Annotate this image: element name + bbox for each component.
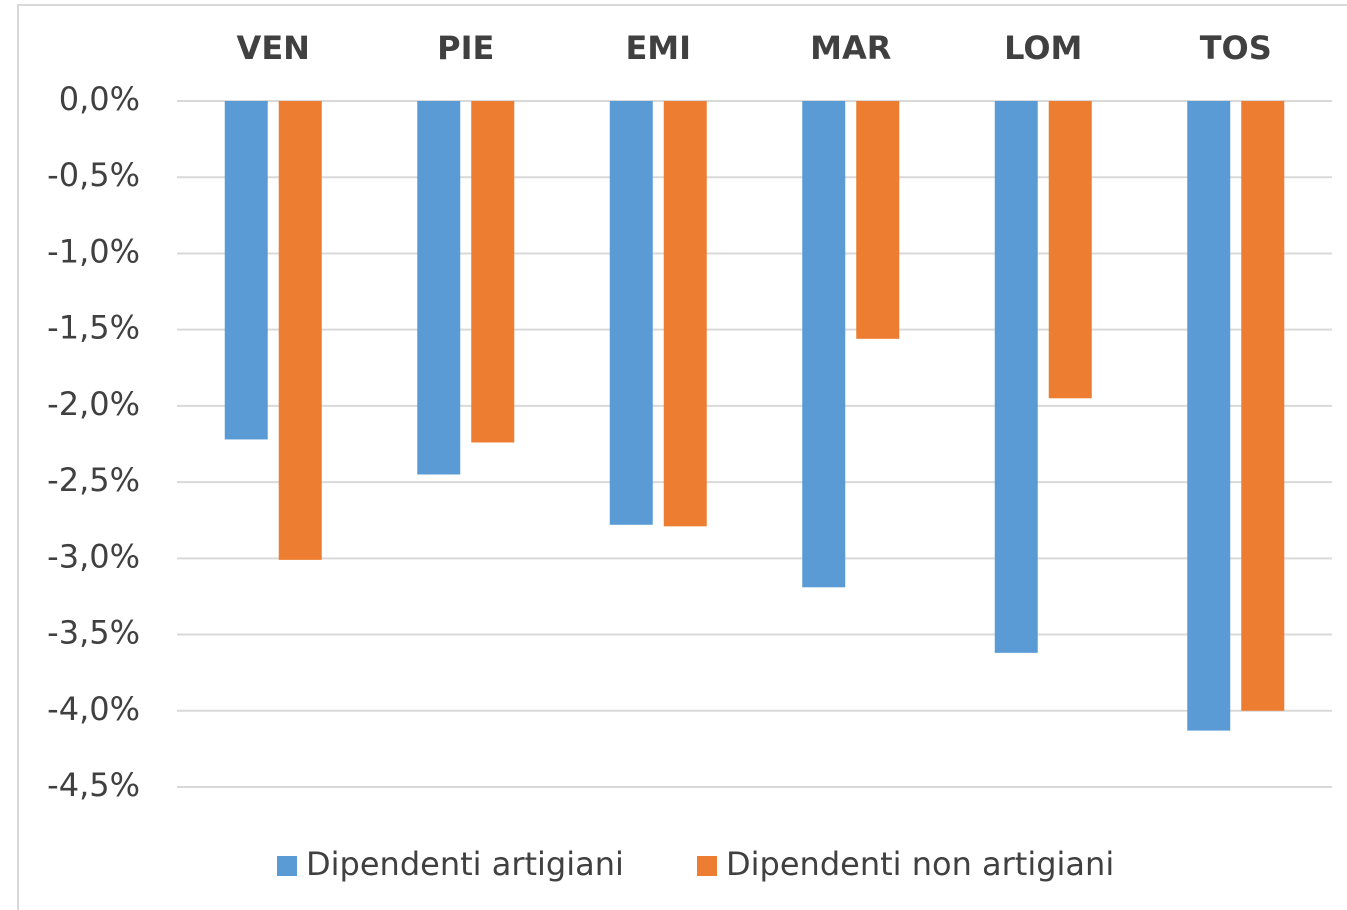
y-tick-label: -2,5% [47, 461, 140, 499]
bar [802, 101, 846, 588]
x-tick-label: LOM [1004, 29, 1082, 67]
y-tick-label: 0,0% [59, 80, 140, 118]
y-tick-label: -2,0% [47, 385, 140, 423]
y-tick-label: -4,0% [47, 690, 140, 728]
bar [224, 101, 268, 440]
bar [663, 101, 707, 527]
x-tick-label: TOS [1200, 29, 1272, 67]
bar [1241, 101, 1285, 711]
chart-border [17, 4, 1347, 910]
y-tick-label: -0,5% [47, 156, 140, 194]
y-tick-label: -4,5% [47, 766, 140, 804]
x-tick-label: PIE [437, 29, 494, 67]
bar [1048, 101, 1092, 399]
bar [994, 101, 1038, 653]
x-tick-label: VEN [237, 29, 310, 67]
legend-label: Dipendenti non artigiani [726, 845, 1114, 883]
x-tick-label: EMI [625, 29, 691, 67]
y-tick-label: -3,0% [47, 537, 140, 575]
legend-swatch [277, 856, 297, 876]
bar [1187, 101, 1231, 731]
x-tick-label: MAR [810, 29, 891, 67]
legend-label: Dipendenti artigiani [306, 845, 624, 883]
bar [609, 101, 653, 525]
bar [417, 101, 461, 475]
bar [278, 101, 322, 560]
y-tick-label: -3,5% [47, 614, 140, 652]
y-tick-label: -1,5% [47, 309, 140, 347]
legend-swatch [697, 856, 717, 876]
bar [856, 101, 900, 339]
bar [471, 101, 515, 443]
y-tick-label: -1,0% [47, 232, 140, 270]
